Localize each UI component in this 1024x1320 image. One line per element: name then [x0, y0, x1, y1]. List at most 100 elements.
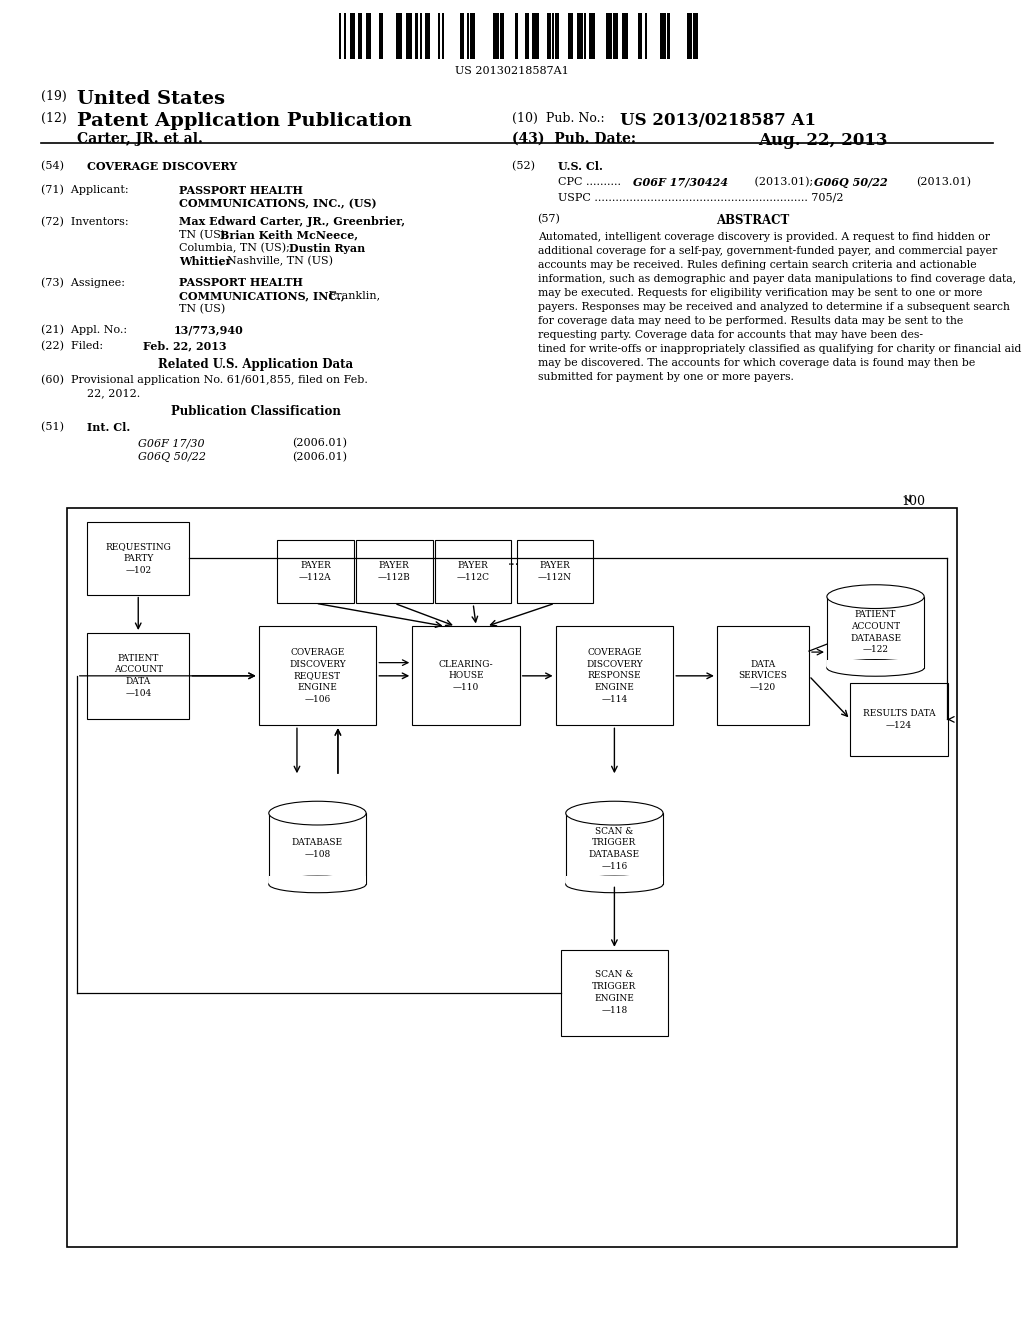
FancyBboxPatch shape	[435, 540, 512, 603]
FancyBboxPatch shape	[850, 684, 948, 755]
Bar	[344, 13, 346, 59]
FancyBboxPatch shape	[412, 627, 520, 726]
Bar	[379, 13, 383, 59]
Bar	[613, 13, 618, 59]
Bar	[547, 13, 551, 59]
Bar	[500, 13, 504, 59]
Text: Automated, intelligent coverage discovery is provided. A request to find hidden : Automated, intelligent coverage discover…	[538, 232, 1021, 383]
FancyBboxPatch shape	[827, 660, 924, 668]
Text: TN (US);: TN (US);	[179, 230, 232, 240]
Text: DATA
SERVICES
—120: DATA SERVICES —120	[738, 660, 787, 692]
Text: Carter, JR. et al.: Carter, JR. et al.	[77, 132, 203, 147]
Text: Publication Classification: Publication Classification	[171, 405, 341, 418]
Text: (19): (19)	[41, 90, 71, 103]
Bar	[693, 13, 698, 59]
Bar	[515, 13, 518, 59]
FancyBboxPatch shape	[276, 540, 354, 603]
Bar	[358, 13, 362, 59]
Bar	[493, 13, 499, 59]
Bar	[532, 13, 539, 59]
FancyBboxPatch shape	[565, 876, 664, 884]
Bar	[425, 13, 430, 59]
Text: US 2013/0218587 A1: US 2013/0218587 A1	[620, 112, 815, 129]
Bar	[415, 13, 418, 59]
Ellipse shape	[565, 876, 664, 892]
Text: PASSPORT HEALTH: PASSPORT HEALTH	[179, 277, 303, 288]
Text: PATIENT
ACCOUNT
DATA
—104: PATIENT ACCOUNT DATA —104	[114, 653, 163, 698]
Text: TN (US): TN (US)	[179, 304, 225, 314]
FancyBboxPatch shape	[356, 540, 433, 603]
Ellipse shape	[827, 585, 924, 609]
Text: DATABASE
—108: DATABASE —108	[292, 838, 343, 859]
Text: United States: United States	[77, 90, 225, 108]
Text: 100: 100	[901, 495, 925, 508]
FancyBboxPatch shape	[87, 521, 189, 594]
Text: SCAN &
TRIGGER
ENGINE
—118: SCAN & TRIGGER ENGINE —118	[592, 970, 637, 1015]
Text: COMMUNICATIONS, INC.,: COMMUNICATIONS, INC.,	[179, 290, 345, 301]
Text: (10)  Pub. No.:: (10) Pub. No.:	[512, 112, 612, 125]
Bar	[584, 13, 586, 59]
Text: Aug. 22, 2013: Aug. 22, 2013	[758, 132, 887, 149]
Text: COVERAGE
DISCOVERY
REQUEST
ENGINE
—106: COVERAGE DISCOVERY REQUEST ENGINE —106	[289, 648, 346, 704]
Text: (12): (12)	[41, 112, 71, 125]
Text: 22, 2012.: 22, 2012.	[87, 388, 140, 399]
Bar	[552, 13, 554, 59]
FancyBboxPatch shape	[717, 627, 809, 726]
Bar	[555, 13, 559, 59]
Text: Franklin,: Franklin,	[325, 290, 380, 301]
Text: Max Edward Carter, JR., Greenbrier,: Max Edward Carter, JR., Greenbrier,	[179, 216, 406, 227]
Text: SCAN &
TRIGGER
DATABASE
—116: SCAN & TRIGGER DATABASE —116	[589, 826, 640, 871]
FancyBboxPatch shape	[555, 627, 674, 726]
Bar	[406, 13, 412, 59]
Bar	[470, 13, 475, 59]
Text: (21)  Appl. No.:: (21) Appl. No.:	[41, 325, 131, 335]
Bar	[638, 13, 642, 59]
Text: COMMUNICATIONS, INC., (US): COMMUNICATIONS, INC., (US)	[179, 198, 377, 209]
Text: PAYER
—112B: PAYER —112B	[378, 561, 411, 582]
Bar	[589, 13, 595, 59]
Text: COVERAGE DISCOVERY: COVERAGE DISCOVERY	[87, 161, 238, 172]
Text: (52): (52)	[512, 161, 542, 172]
FancyBboxPatch shape	[565, 813, 664, 884]
FancyBboxPatch shape	[258, 627, 377, 726]
Text: (60)  Provisional application No. 61/601,855, filed on Feb.: (60) Provisional application No. 61/601,…	[41, 375, 368, 385]
Text: (22)  Filed:: (22) Filed:	[41, 341, 106, 351]
Text: Dustin Ryan: Dustin Ryan	[289, 243, 365, 253]
Bar	[568, 13, 573, 59]
FancyBboxPatch shape	[827, 597, 924, 668]
Text: 13/773,940: 13/773,940	[174, 325, 244, 335]
Text: PATIENT
ACCOUNT
DATABASE
—122: PATIENT ACCOUNT DATABASE —122	[850, 610, 901, 655]
Text: (71)  Applicant:: (71) Applicant:	[41, 185, 132, 195]
Text: Int. Cl.: Int. Cl.	[87, 422, 130, 433]
Bar	[438, 13, 440, 59]
Text: CPC ..........: CPC ..........	[558, 177, 625, 187]
Ellipse shape	[827, 660, 924, 676]
Text: PAYER
—112C: PAYER —112C	[457, 561, 489, 582]
Text: (2006.01): (2006.01)	[292, 451, 347, 462]
Bar	[420, 13, 422, 59]
Text: (43)  Pub. Date:: (43) Pub. Date:	[512, 132, 636, 147]
Text: PASSPORT HEALTH: PASSPORT HEALTH	[179, 185, 303, 195]
Ellipse shape	[565, 801, 664, 825]
Text: ABSTRACT: ABSTRACT	[716, 214, 790, 227]
Text: Feb. 22, 2013: Feb. 22, 2013	[143, 341, 227, 351]
Text: (73)  Assignee:: (73) Assignee:	[41, 277, 128, 288]
Bar	[577, 13, 583, 59]
Text: , Nashville, TN (US): , Nashville, TN (US)	[220, 256, 333, 267]
Text: COVERAGE
DISCOVERY
RESPONSE
ENGINE
—114: COVERAGE DISCOVERY RESPONSE ENGINE —114	[586, 648, 643, 704]
Text: (57): (57)	[538, 214, 560, 224]
Text: G06Q 50/22: G06Q 50/22	[138, 451, 206, 462]
FancyBboxPatch shape	[268, 876, 367, 884]
Bar	[606, 13, 612, 59]
Text: U.S. Cl.: U.S. Cl.	[558, 161, 603, 172]
Text: (51): (51)	[41, 422, 71, 433]
Text: CLEARING-
HOUSE
—110: CLEARING- HOUSE —110	[438, 660, 494, 692]
Bar	[525, 13, 529, 59]
Text: RESULTS DATA
—124: RESULTS DATA —124	[863, 709, 935, 730]
FancyBboxPatch shape	[268, 813, 367, 884]
Text: (72)  Inventors:: (72) Inventors:	[41, 216, 132, 227]
Text: (2013.01);: (2013.01);	[751, 177, 816, 187]
Bar	[687, 13, 692, 59]
Bar	[645, 13, 647, 59]
Text: Columbia, TN (US);: Columbia, TN (US);	[179, 243, 294, 253]
